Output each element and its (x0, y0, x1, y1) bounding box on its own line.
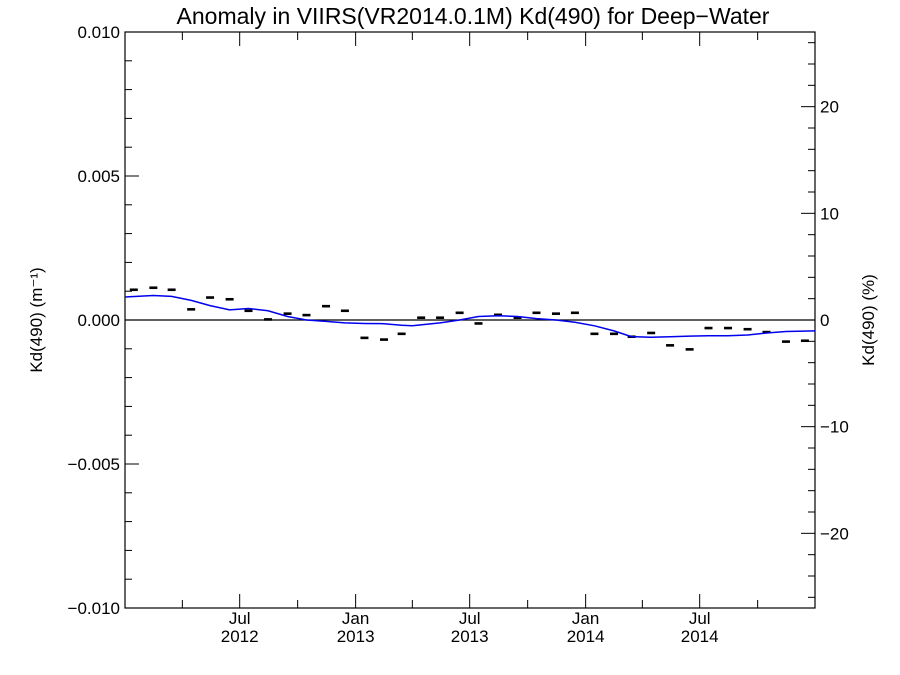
x-tick-label-year: 2014 (567, 627, 605, 646)
left-tick-label: −0.005 (68, 455, 120, 474)
right-tick-label: 20 (820, 98, 839, 117)
x-tick-label-year: 2014 (681, 627, 719, 646)
right-tick-label: −20 (820, 524, 849, 543)
series-monthly-markers (129, 286, 809, 351)
left-tick-label: 0.010 (77, 23, 120, 42)
series-smoothed-line (124, 294, 816, 339)
x-tick-label-month: Jul (229, 609, 251, 628)
x-tick-label-year: 2012 (221, 627, 259, 646)
x-tick-label-year: 2013 (337, 627, 375, 646)
right-axis: 20 10 0 −10 −20 (801, 42, 849, 598)
left-tick-label: 0.005 (77, 167, 120, 186)
y-axis-label-right: Kd(490) (%) (859, 274, 878, 366)
x-tick-label-month: Jul (689, 609, 711, 628)
x-tick-label-year: 2013 (451, 627, 489, 646)
left-tick-label: −0.010 (68, 599, 120, 618)
left-tick-label: 0.000 (77, 311, 120, 330)
chart-title: Anomaly in VIIRS(VR2014.0.1M) Kd(490) fo… (177, 3, 770, 29)
right-tick-label: −10 (820, 418, 849, 437)
right-tick-label: 0 (820, 311, 829, 330)
x-tick-label-month: Jan (342, 609, 369, 628)
right-tick-label: 10 (820, 204, 839, 223)
left-axis: 0.010 0.005 0.000 −0.005 −0.010 (68, 23, 139, 618)
x-tick-label-month: Jul (459, 609, 481, 628)
smoothed-line (124, 294, 816, 339)
y-axis-label-left: Kd(490) (m⁻¹) (27, 267, 46, 372)
x-tick-label-month: Jan (572, 609, 599, 628)
